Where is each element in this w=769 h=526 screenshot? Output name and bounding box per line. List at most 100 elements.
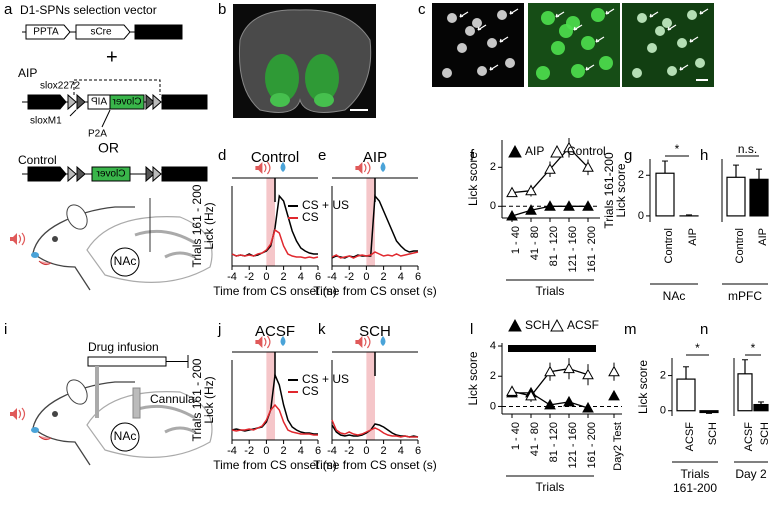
construct-label: AIP <box>18 66 37 80</box>
arrow <box>649 11 659 18</box>
x-tick-label: 41 - 80 <box>529 422 541 456</box>
x-tick-label: -4 <box>327 445 337 457</box>
x-tick-label: 1 - 40 <box>510 226 522 254</box>
marker <box>544 365 556 377</box>
arrow <box>509 8 519 15</box>
x-axis-label: Time from CS onset (s) <box>213 284 337 298</box>
legend-marker <box>550 318 564 332</box>
legend-label: CS <box>302 384 319 398</box>
x-axis-label: Trials <box>536 480 565 494</box>
significance-label: * <box>675 142 680 156</box>
group-label: Day 2 <box>735 467 767 481</box>
cell <box>559 24 573 38</box>
panel-label: l <box>470 321 473 338</box>
x-tick-label: 0 <box>363 445 369 457</box>
significance-label: n.s. <box>738 142 757 156</box>
cell <box>442 68 452 78</box>
bar <box>676 378 696 412</box>
cell <box>637 13 647 23</box>
x-tick-label: 41 - 80 <box>529 226 541 260</box>
legend-label: AIP <box>525 144 544 158</box>
lox-site <box>76 165 86 183</box>
mouse-head <box>32 381 135 429</box>
syringe <box>87 356 167 367</box>
speaker-icon <box>10 233 17 245</box>
bar <box>726 176 746 217</box>
arrow <box>667 24 677 31</box>
panel-label: e <box>318 147 326 164</box>
x-tick-label: -4 <box>327 271 337 283</box>
marker <box>582 200 594 211</box>
promoter <box>27 94 67 110</box>
x-tick-label: Control <box>734 228 746 263</box>
cell <box>581 36 595 50</box>
legend-label: SCH <box>525 318 550 332</box>
x-tick-label: 81 - 120 <box>548 226 560 266</box>
x-tick-label: AIP <box>757 228 769 246</box>
y-axis-label: Trials 161 - 200 <box>190 184 204 267</box>
mouse-nose <box>31 427 39 433</box>
water-drop-icon <box>380 162 386 172</box>
nac-region <box>110 422 140 452</box>
brain-structure <box>134 404 196 434</box>
panel-label: n <box>700 321 708 338</box>
region-label: NAc <box>114 429 137 443</box>
x-tick-label: 6 <box>315 445 321 457</box>
x-tick-label: 6 <box>415 445 421 457</box>
arrow <box>699 8 709 15</box>
element-label: AIP <box>91 97 107 108</box>
cell <box>667 66 677 76</box>
mouse-tongue <box>38 435 52 441</box>
element-label: PPTA <box>33 27 59 38</box>
nac-region <box>110 247 140 277</box>
mouse-eye <box>52 236 58 242</box>
series-line <box>231 228 319 259</box>
brain-structure <box>134 229 196 259</box>
marker <box>506 385 518 396</box>
cell <box>591 8 605 22</box>
x-tick-label: 121 - 160 <box>567 226 579 272</box>
x-tick-label: 6 <box>415 271 421 283</box>
infusion-label: Drug infusion <box>88 340 159 354</box>
panel-label: k <box>318 321 326 338</box>
striatum-label <box>314 93 334 107</box>
marker <box>582 401 594 413</box>
panel-label: c <box>418 1 426 18</box>
arrow <box>489 64 499 71</box>
marker <box>544 200 556 211</box>
x-tick-label: SCH <box>707 422 719 445</box>
panel-label: j <box>217 321 221 338</box>
water-drop-icon <box>280 162 286 172</box>
panel-label: h <box>700 147 708 164</box>
legend-label: CS <box>302 210 319 224</box>
x-tick-label: 2 <box>381 445 387 457</box>
pointer <box>101 109 111 128</box>
x-axis-label: Time from CS onset (s) <box>313 458 437 472</box>
x-tick-label: 1 - 40 <box>510 422 522 450</box>
x-tick-label: -2 <box>244 445 254 457</box>
x-tick-label: ACSF <box>684 422 696 452</box>
x-tick-label: 0 <box>263 271 269 283</box>
y-axis-label: Lick score <box>466 351 480 405</box>
marker <box>563 362 575 374</box>
lox-site <box>67 165 77 183</box>
bar <box>737 373 753 412</box>
cannula <box>132 387 141 419</box>
legend-label: ACSF <box>567 318 599 332</box>
construct-label: Control <box>18 153 57 167</box>
polya <box>189 166 208 182</box>
marker <box>506 186 518 198</box>
arrow <box>499 36 509 43</box>
sound-wave <box>263 161 271 175</box>
cell <box>447 13 457 23</box>
chart-title: SCH <box>359 323 391 340</box>
promoter <box>27 166 67 182</box>
cell <box>571 64 585 78</box>
legend-label: CS + US <box>302 372 349 386</box>
x-tick-label: 0 <box>363 271 369 283</box>
brain-section <box>238 9 372 113</box>
y-axis-label: Trials 161 - 200 <box>190 358 204 441</box>
y-tick-label: 0 <box>660 405 666 417</box>
element-label: pA <box>167 27 180 38</box>
